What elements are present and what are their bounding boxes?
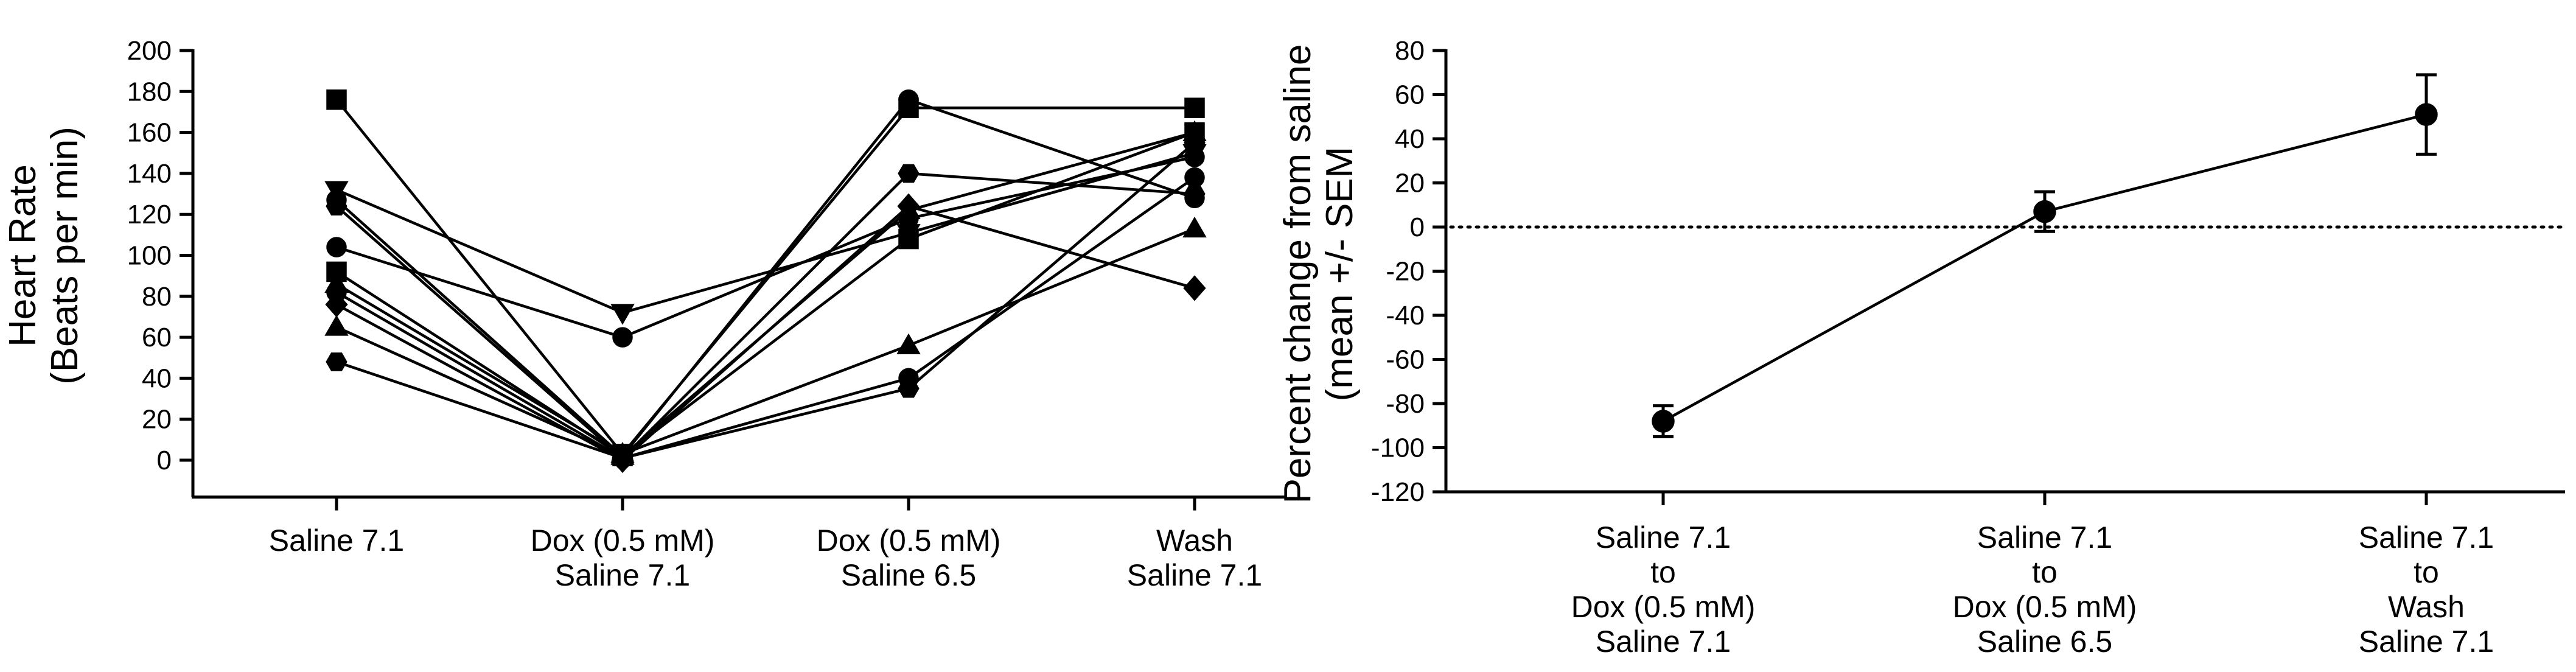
y-axis-label: Heart Rate [2, 164, 44, 347]
data-point [896, 333, 921, 354]
y-tick-label: 120 [127, 200, 172, 229]
data-point [326, 89, 347, 110]
x-category-label: Dox (0.5 mM) [1953, 590, 2137, 624]
x-category-label: Saline 7.1 [1977, 520, 2112, 555]
y-tick-label: -20 [1386, 257, 1425, 287]
y-tick-label: 180 [127, 77, 172, 107]
y-tick-label: 80 [1395, 36, 1425, 66]
x-category-label: Wash [2388, 590, 2465, 624]
series-line [336, 155, 1195, 339]
x-category-label: Saline 6.5 [1977, 625, 2112, 659]
y-tick-label: 200 [127, 36, 172, 66]
x-category-label: Wash [1156, 523, 1233, 558]
x-category-label: Saline 7.1 [269, 523, 404, 558]
x-category-label: Dox (0.5 mM) [817, 523, 1001, 558]
y-tick-label: -40 [1386, 301, 1425, 331]
x-category-label: Dox (0.5 mM) [531, 523, 715, 558]
series-line [336, 141, 1196, 460]
data-point [896, 198, 921, 219]
x-category-label: Saline 7.1 [1127, 558, 1262, 592]
x-category-label: Saline 6.5 [841, 558, 976, 592]
x-category-label: Saline 7.1 [555, 558, 690, 592]
y-tick-label: 0 [157, 446, 172, 475]
data-point [1652, 410, 1675, 433]
data-point [1183, 275, 1206, 301]
y-tick-label: -100 [1371, 433, 1425, 463]
y-tick-label: 160 [127, 118, 172, 148]
y-tick-label: 80 [142, 282, 172, 312]
data-point [898, 164, 920, 183]
data-point [612, 327, 633, 348]
y-tick-label: 140 [127, 159, 172, 189]
series-line [336, 131, 1195, 458]
data-point [1182, 216, 1207, 238]
series-line [336, 152, 1195, 315]
y-tick-label: -60 [1386, 345, 1425, 375]
data-point [898, 379, 920, 398]
x-category-label: to [2032, 555, 2058, 589]
data-point [898, 228, 919, 250]
data-point [2033, 200, 2056, 223]
series-line [1662, 113, 2427, 422]
y-tick-label: 40 [1395, 124, 1425, 154]
y-tick-label: 40 [142, 363, 172, 393]
y-tick-label: -80 [1386, 389, 1425, 419]
y-axis-label: (mean +/- SEM [1319, 147, 1361, 402]
y-tick-label: 20 [1395, 169, 1425, 198]
data-point [898, 89, 919, 110]
data-point [326, 237, 347, 257]
series-line [335, 131, 1195, 458]
series-line [335, 176, 1196, 460]
y-tick-label: 60 [1395, 80, 1425, 110]
x-category-label: Saline 7.1 [1596, 625, 1731, 659]
data-point [612, 449, 634, 467]
data-point [610, 304, 635, 325]
data-point [326, 197, 347, 216]
data-point [2415, 103, 2438, 126]
y-tick-label: 20 [142, 405, 172, 435]
data-point [324, 315, 349, 336]
x-category-label: to [1650, 555, 1676, 589]
x-category-label: Saline 7.1 [2359, 520, 2494, 555]
x-category-label: Dox (0.5 mM) [1571, 590, 1756, 624]
data-point [326, 352, 347, 371]
series-line [335, 99, 1195, 457]
y-tick-label: 100 [127, 241, 172, 271]
data-point [1184, 133, 1206, 152]
data-point [1184, 97, 1205, 118]
series-line [335, 172, 1195, 460]
y-axis-label: (Beats per min) [44, 127, 86, 385]
x-category-label: Saline 7.1 [1596, 520, 1731, 555]
y-tick-label: -120 [1371, 477, 1425, 507]
y-axis-label: Percent change from saline [1277, 44, 1319, 504]
y-tick-label: 60 [142, 323, 172, 352]
data-point [1184, 167, 1205, 188]
y-tick-label: 0 [1410, 212, 1425, 242]
x-category-label: Saline 7.1 [2359, 625, 2494, 659]
series-line [335, 227, 1195, 456]
x-category-label: to [2414, 555, 2439, 589]
